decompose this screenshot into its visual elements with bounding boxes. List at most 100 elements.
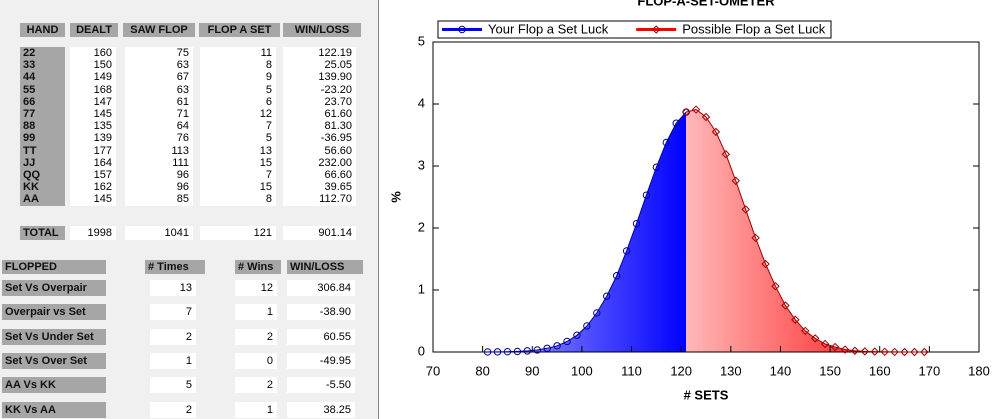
x-tick-label: 130 [720,363,742,378]
data-point [612,272,621,280]
data-point [662,138,670,147]
hand-label: 66 [20,95,65,108]
data-point [870,347,879,356]
flopped-value: 38.25 [287,401,355,418]
data-point [880,347,889,357]
flopped-value: 60.55 [287,328,355,345]
total-label: TOTAL [20,226,65,240]
hand-value: 139 [70,132,116,145]
flopped-value: 2 [235,328,277,345]
hand-value: 15 [200,156,276,169]
hand-value: 85 [125,193,193,206]
column-header: SAW FLOP [123,23,195,37]
data-point [563,337,571,346]
column-header: FLOPPED [2,260,106,274]
data-point [840,345,850,354]
y-tick-label: 2 [418,219,425,234]
data-point [801,326,810,336]
hand-value: 135 [70,120,116,133]
flopped-value: 306.84 [287,280,355,296]
hand-value: 145 [70,108,116,121]
x-tick-label: 110 [621,363,642,378]
data-point [513,347,522,356]
hand-value: 61.60 [283,108,356,121]
hand-value: 113 [125,144,193,157]
flopped-value: 12 [235,280,277,296]
total-value: 1998 [70,226,116,240]
flopped-label: Overpair vs Set [2,304,106,321]
hand-value: 67 [125,71,193,84]
hand-value: 111 [125,156,193,169]
data-point [503,347,512,356]
x-tick-label: 150 [819,363,841,378]
hand-value: 63 [125,59,193,72]
flopped-label: Set Vs Under Set [2,328,106,345]
data-point [593,309,601,317]
flopped-value: 2 [150,328,196,345]
hand-label: 99 [20,132,65,145]
x-axis-label: # SETS [684,387,729,402]
data-point [701,112,711,122]
hand-value: 168 [70,83,116,96]
column-header: WIN/LOSS [283,23,361,37]
x-tick-label: 120 [670,363,692,378]
flopped-value: -49.95 [287,352,355,369]
data-point [731,176,740,186]
legend-label: Your Flop a Set Luck [488,21,609,36]
hand-value: 232.00 [283,156,356,169]
hand-value: -36.95 [283,132,356,145]
hand-label: AA [20,193,65,206]
data-point [652,163,661,171]
hand-label: TT [20,144,65,157]
data-point [751,233,760,243]
hand-value: 71 [125,108,193,121]
hand-value: 81.30 [283,120,356,133]
total-value: 901.14 [283,226,356,240]
hand-value: 25.05 [283,59,356,72]
hand-value: 5 [200,132,276,145]
data-point [791,315,800,324]
data-point [771,282,780,291]
hand-value: 112.70 [283,193,356,206]
data-point [691,105,701,114]
hand-value: 76 [125,132,193,145]
hand-value: 7 [200,169,276,182]
legend-marker [458,25,466,34]
data-point [741,205,750,214]
area [487,112,687,352]
hand-value: 7 [200,120,276,133]
data-point [810,334,820,343]
plot-frame [432,41,980,353]
y-axis-label: % [388,191,403,203]
hand-value: 63 [125,83,193,96]
x-tick-label: 70 [426,363,440,378]
hand-value: 75 [125,47,193,60]
hand-value: 96 [125,169,193,182]
data-point [672,119,680,127]
flopped-value: 2 [235,377,277,394]
legend-label: Possible Flop a Set Luck [682,21,826,36]
hand-label: 55 [20,83,65,96]
y-tick-label: 5 [418,33,425,48]
column-header: HAND [20,23,65,37]
hand-value: 160 [70,47,116,60]
total-value: 121 [200,226,276,240]
flopped-value: -5.50 [287,377,355,394]
x-tick-label: 140 [770,363,792,378]
data-point [761,259,770,269]
hand-label: JJ [20,156,65,169]
hand-value: 177 [70,144,116,157]
hand-value: 15 [200,181,276,194]
flopped-value: 7 [150,304,196,321]
data-point [483,348,492,356]
data-point [850,346,860,355]
hand-label: QQ [20,169,65,182]
flopped-value: 2 [150,401,196,418]
hand-label: 33 [20,59,65,72]
hand-value: 12 [200,108,276,121]
hand-value: 56.60 [283,144,356,157]
data-point [681,107,691,117]
column-header: DEALT [70,23,118,37]
hand-value: 149 [70,71,116,84]
hand-value: 11 [200,47,276,60]
